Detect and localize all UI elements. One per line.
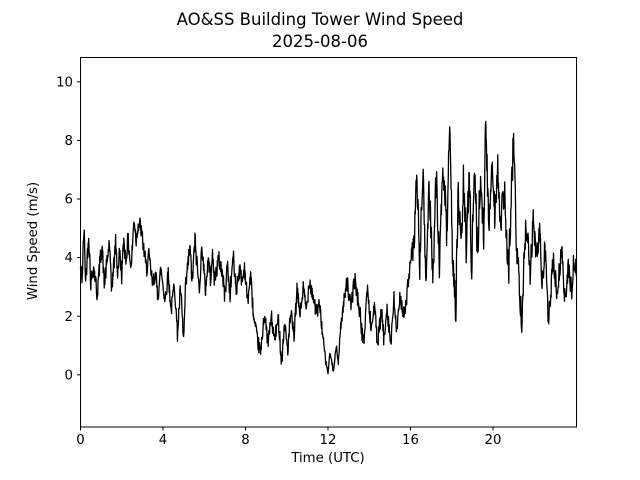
y-axis-ticks: 0 2 4 6 8 10	[56, 75, 81, 383]
chart-title: AO&SS Building Tower Wind Speed	[177, 10, 464, 29]
chart-subtitle-date: 2025-08-06	[272, 32, 368, 51]
y-axis-label: Wind Speed (m/s)	[26, 182, 41, 300]
y-tick-label: 0	[65, 368, 73, 383]
y-tick-label: 2	[65, 310, 73, 325]
y-tick-label: 8	[65, 134, 73, 149]
y-tick-label: 10	[56, 75, 73, 90]
x-tick-label: 20	[485, 433, 502, 448]
x-tick-label: 4	[159, 433, 167, 448]
x-axis-label: Time (UTC)	[290, 451, 365, 466]
x-axis-ticks: 0 4 8 12 16 20	[76, 427, 501, 448]
x-tick-label: 16	[402, 433, 419, 448]
wind-speed-line	[79, 120, 578, 375]
x-tick-label: 0	[76, 433, 84, 448]
x-tick-label: 8	[241, 433, 249, 448]
y-tick-label: 4	[65, 251, 73, 266]
x-tick-label: 12	[320, 433, 337, 448]
y-tick-label: 6	[65, 193, 73, 208]
plot-frame	[80, 57, 577, 428]
